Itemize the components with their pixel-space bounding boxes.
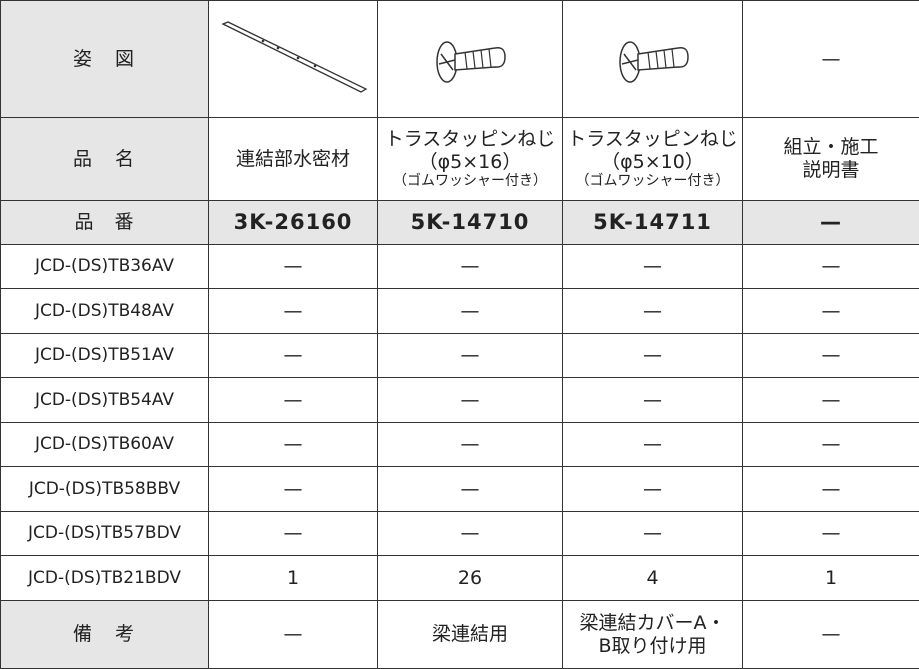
- cell-line: トラスタッピンねじ: [563, 128, 742, 151]
- quantity: —: [563, 334, 743, 378]
- table-row: 備 考—梁連結用梁連結カバーA・B取り付け用—: [1, 601, 919, 669]
- quantity: —: [209, 245, 378, 289]
- quantity: —: [563, 467, 743, 512]
- table-row: JCD-(DS)TB57BDV————: [1, 512, 919, 556]
- cell-line: （ゴムワッシャー付き）: [563, 173, 742, 190]
- figure: [425, 24, 515, 94]
- part-number: 5K-14711: [563, 201, 743, 245]
- quantity: —: [378, 467, 563, 512]
- cell: 梁連結カバーA・B取り付け用: [563, 601, 743, 669]
- row-label: 品 番: [1, 201, 209, 245]
- cell: 組立・施工説明書: [743, 118, 919, 201]
- cell: —: [743, 1, 919, 118]
- figure: [608, 24, 698, 94]
- cell-line: 説明書: [743, 159, 919, 182]
- quantity: —: [563, 423, 743, 467]
- cell: トラスタッピンねじ（φ5×10）（ゴムワッシャー付き）: [563, 118, 743, 201]
- quantity: —: [563, 512, 743, 556]
- quantity: —: [209, 467, 378, 512]
- part-number: 3K-26160: [209, 201, 378, 245]
- quantity: —: [209, 378, 378, 423]
- model-name: JCD-(DS)TB58BBV: [1, 467, 209, 512]
- cell-line: 梁連結カバーA・: [563, 612, 742, 635]
- quantity: —: [378, 334, 563, 378]
- cell-line: トラスタッピンねじ: [378, 128, 562, 151]
- table-row: JCD-(DS)TB48AV————: [1, 289, 919, 334]
- quantity: 1: [209, 556, 378, 601]
- cell-line: （ゴムワッシャー付き）: [378, 173, 562, 190]
- quantity: —: [563, 378, 743, 423]
- model-name: JCD-(DS)TB57BDV: [1, 512, 209, 556]
- model-name: JCD-(DS)TB51AV: [1, 334, 209, 378]
- cell: —: [743, 601, 919, 669]
- row-label: 姿 図: [1, 1, 209, 118]
- quantity: —: [743, 245, 919, 289]
- figure-cell: [209, 1, 378, 118]
- quantity: —: [209, 512, 378, 556]
- quantity: —: [743, 512, 919, 556]
- cell-line: 連結部水密材: [209, 148, 377, 171]
- quantity: —: [378, 512, 563, 556]
- quantity: —: [743, 289, 919, 334]
- part-number: 5K-14710: [378, 201, 563, 245]
- row-label: 備 考: [1, 601, 209, 669]
- figure: [218, 19, 368, 99]
- quantity: 4: [563, 556, 743, 601]
- quantity: —: [743, 467, 919, 512]
- cell-line: —: [209, 623, 377, 646]
- table-row: JCD-(DS)TB58BBV————: [1, 467, 919, 512]
- quantity: —: [209, 289, 378, 334]
- part-number: —: [743, 201, 919, 245]
- cell-line: B取り付け用: [563, 635, 742, 658]
- quantity: —: [743, 378, 919, 423]
- model-name: JCD-(DS)TB60AV: [1, 423, 209, 467]
- cell-line: 組立・施工: [743, 136, 919, 159]
- cell-line: 梁連結用: [378, 623, 562, 646]
- table-row: 品 名連結部水密材トラスタッピンねじ（φ5×16）（ゴムワッシャー付き）トラスタ…: [1, 118, 919, 201]
- table-row: 姿 図 —: [1, 1, 919, 118]
- quantity: —: [209, 334, 378, 378]
- cell: 梁連結用: [378, 601, 563, 669]
- quantity: —: [743, 423, 919, 467]
- quantity: —: [378, 378, 563, 423]
- table-row: JCD-(DS)TB54AV————: [1, 378, 919, 423]
- cell: —: [209, 601, 378, 669]
- quantity: —: [378, 423, 563, 467]
- quantity: —: [209, 423, 378, 467]
- cell-line: （φ5×10）: [563, 151, 742, 174]
- cell-line: —: [743, 623, 919, 646]
- cell-line: （φ5×16）: [378, 151, 562, 174]
- model-name: JCD-(DS)TB48AV: [1, 289, 209, 334]
- quantity: —: [378, 245, 563, 289]
- table-row: JCD-(DS)TB36AV————: [1, 245, 919, 289]
- model-name: JCD-(DS)TB54AV: [1, 378, 209, 423]
- quantity: —: [743, 334, 919, 378]
- table-row: JCD-(DS)TB60AV————: [1, 423, 919, 467]
- cell: 連結部水密材: [209, 118, 378, 201]
- figure-cell: [563, 1, 743, 118]
- quantity: —: [563, 289, 743, 334]
- quantity: 26: [378, 556, 563, 601]
- quantity: 1: [743, 556, 919, 601]
- table-row: JCD-(DS)TB51AV————: [1, 334, 919, 378]
- row-label: 品 名: [1, 118, 209, 201]
- cell: トラスタッピンねじ（φ5×16）（ゴムワッシャー付き）: [378, 118, 563, 201]
- figure-cell: [378, 1, 563, 118]
- model-name: JCD-(DS)TB36AV: [1, 245, 209, 289]
- quantity: —: [563, 245, 743, 289]
- model-name: JCD-(DS)TB21BDV: [1, 556, 209, 601]
- quantity: —: [378, 289, 563, 334]
